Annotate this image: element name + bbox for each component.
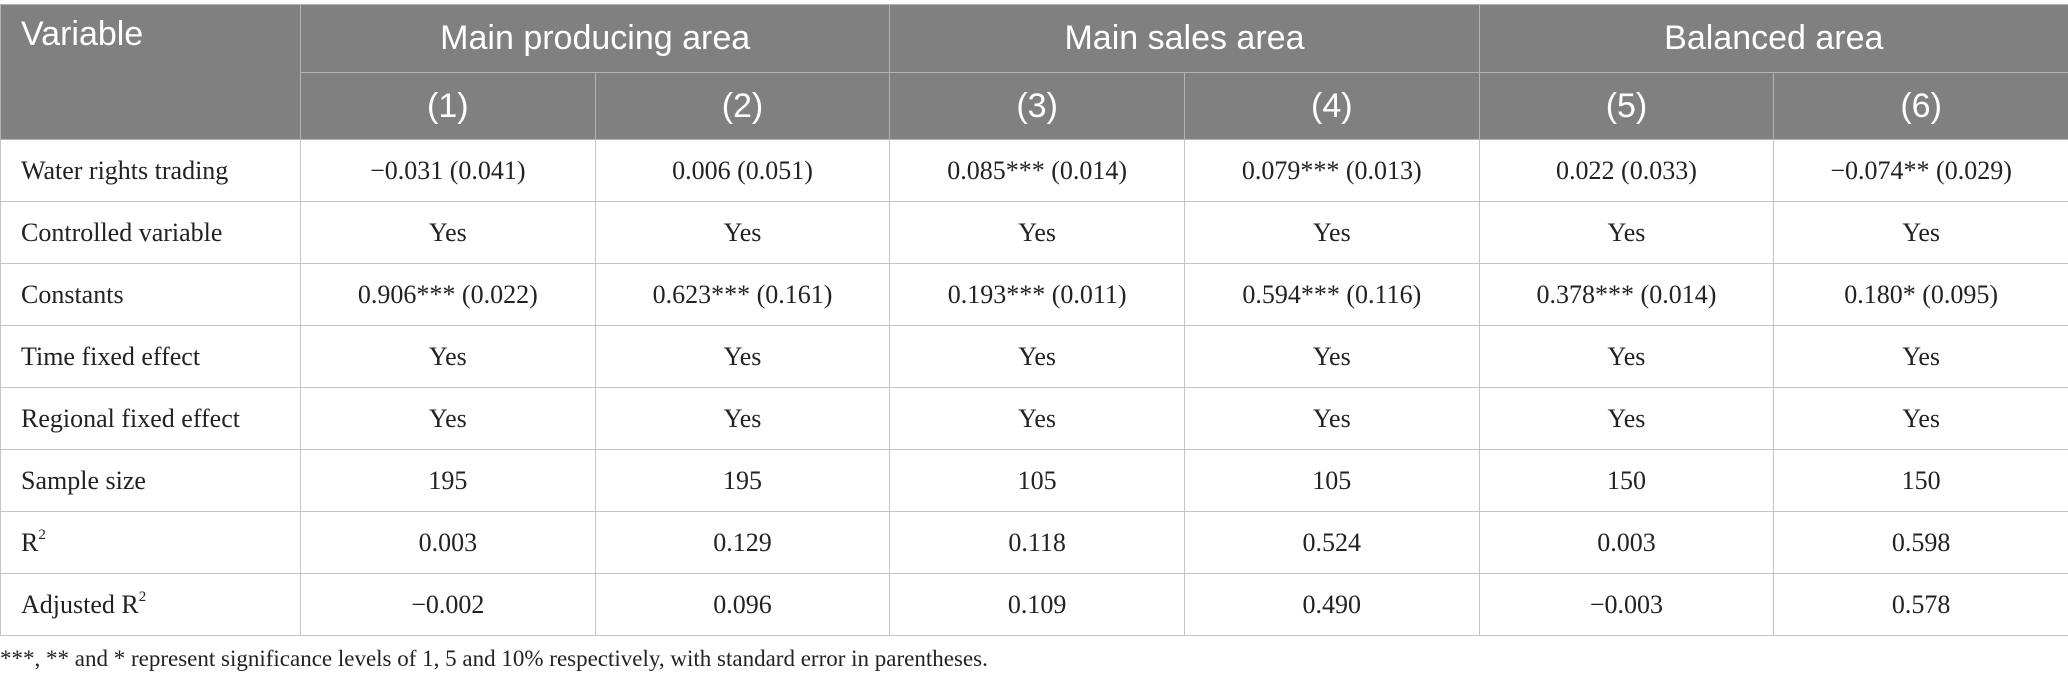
- row-label-text: Constants: [21, 279, 124, 309]
- table-cell: Yes: [1478, 387, 1775, 450]
- table-body: Water rights trading −0.031 (0.041) 0.006 …: [0, 139, 2068, 636]
- header-group-main-producing: Main producing area: [299, 4, 891, 73]
- table-cell: −0.074** (0.029): [1773, 139, 2068, 202]
- table-cell: Yes: [1478, 325, 1775, 388]
- table-cell: 0.594*** (0.116): [1183, 263, 1480, 326]
- table-cell: Yes: [1773, 325, 2068, 388]
- row-label-superscript: 2: [138, 588, 147, 605]
- table-cell: 0.085*** (0.014): [889, 139, 1185, 202]
- table-cell: Yes: [300, 325, 596, 388]
- table-cell: Yes: [1773, 387, 2068, 450]
- header-column-3: (3): [889, 72, 1185, 140]
- table-cell: 0.378*** (0.014): [1478, 263, 1775, 326]
- header-column-2: (2): [594, 72, 891, 140]
- row-label: Constants: [0, 263, 301, 326]
- table-cell: Yes: [1183, 387, 1480, 450]
- table-cell: Yes: [889, 325, 1185, 388]
- header-column-6: (6): [1773, 72, 2068, 140]
- table-cell: 150: [1773, 449, 2068, 512]
- table-row: Sample size 195 195 105 105 150 150: [0, 449, 2068, 512]
- table-cell: 0.906*** (0.022): [300, 263, 596, 326]
- table-cell: 0.129: [594, 511, 891, 574]
- row-label: Adjusted R2: [0, 573, 301, 636]
- table-cell: Yes: [1183, 201, 1480, 264]
- row-label-text: Adjusted R: [21, 589, 139, 619]
- table-cell: Yes: [594, 387, 891, 450]
- row-label: Controlled variable: [0, 201, 301, 264]
- row-label-text: R: [21, 527, 39, 557]
- header-variable: Variable: [0, 4, 301, 140]
- row-label: Water rights trading: [0, 139, 301, 202]
- table-cell: 0.003: [1478, 511, 1775, 574]
- table-cell: 0.096: [594, 573, 891, 636]
- row-label-text: Time fixed effect: [21, 341, 201, 371]
- table-row: R2 0.003 0.129 0.118 0.524 0.003 0.598: [0, 511, 2068, 574]
- table-cell: 0.623*** (0.161): [594, 263, 891, 326]
- row-label-superscript: 2: [38, 526, 46, 543]
- table-cell: Yes: [594, 201, 891, 264]
- row-label: Sample size: [0, 449, 301, 512]
- table-footnote: ***, ** and * represent significance lev…: [0, 646, 988, 671]
- table-cell: 0.193*** (0.011): [889, 263, 1185, 326]
- row-label-text: Controlled variable: [21, 217, 223, 247]
- header-group-balanced: Balanced area: [1478, 4, 2068, 73]
- table-cell: Yes: [1183, 325, 1480, 388]
- table-cell: 0.180* (0.095): [1773, 263, 2068, 326]
- table-row: Water rights trading −0.031 (0.041) 0.006 …: [0, 139, 2068, 202]
- row-label-text: Sample size: [21, 465, 146, 495]
- table-cell: 0.118: [889, 511, 1185, 574]
- header-group-main-sales: Main sales area: [889, 4, 1480, 73]
- table-cell: 195: [300, 449, 596, 512]
- table-cell: 0.598: [1773, 511, 2068, 574]
- header-column-5: (5): [1478, 72, 1775, 140]
- row-label: Regional fixed effect: [0, 387, 301, 450]
- table-cell: 0.006 (0.051): [594, 139, 891, 202]
- table-cell: Yes: [300, 201, 596, 264]
- row-label: R2: [0, 511, 301, 574]
- table-cell: 0.578: [1773, 573, 2068, 636]
- table-cell: 0.022 (0.033): [1478, 139, 1775, 202]
- regression-table: Variable Main producing area Main sales …: [0, 4, 2068, 636]
- table-row: Regional fixed effect Yes Yes Yes Yes Yes Yes: [0, 387, 2068, 450]
- table-row: Constants 0.906*** (0.022) 0.623*** (0.161…: [0, 263, 2068, 326]
- table-cell: 105: [889, 449, 1185, 512]
- row-label: Time fixed effect: [0, 325, 301, 388]
- header-column-4: (4): [1183, 72, 1480, 140]
- table-cell: 0.490: [1183, 573, 1480, 636]
- table-row: Time fixed effect Yes Yes Yes Yes Yes Yes: [0, 325, 2068, 388]
- header-column-1: (1): [300, 72, 596, 140]
- table-cell: Yes: [1478, 201, 1775, 264]
- table-row: Adjusted R2 −0.002 0.096 0.109 0.490 −0.003 0.…: [0, 573, 2068, 636]
- table-cell: Yes: [889, 387, 1185, 450]
- table-cell: Yes: [1773, 201, 2068, 264]
- table-header: Variable Main producing area Main sales …: [0, 4, 2068, 140]
- table-cell: −0.003: [1478, 573, 1775, 636]
- table-cell: 105: [1183, 449, 1480, 512]
- table-cell: 195: [594, 449, 891, 512]
- table-cell: Yes: [594, 325, 891, 388]
- table-cell: −0.031 (0.041): [300, 139, 596, 202]
- table-cell: Yes: [300, 387, 596, 450]
- table-cell: 150: [1478, 449, 1775, 512]
- row-label-text: Regional fixed effect: [21, 403, 240, 433]
- table-cell: 0.109: [889, 573, 1185, 636]
- row-label-text: Water rights trading: [21, 155, 229, 185]
- table-cell: −0.002: [300, 573, 596, 636]
- table-cell: 0.524: [1183, 511, 1480, 574]
- table-cell: 0.079*** (0.013): [1183, 139, 1480, 202]
- table-row: Controlled variable Yes Yes Yes Yes Yes Yes: [0, 201, 2068, 264]
- table-cell: 0.003: [300, 511, 596, 574]
- table-cell: Yes: [889, 201, 1185, 264]
